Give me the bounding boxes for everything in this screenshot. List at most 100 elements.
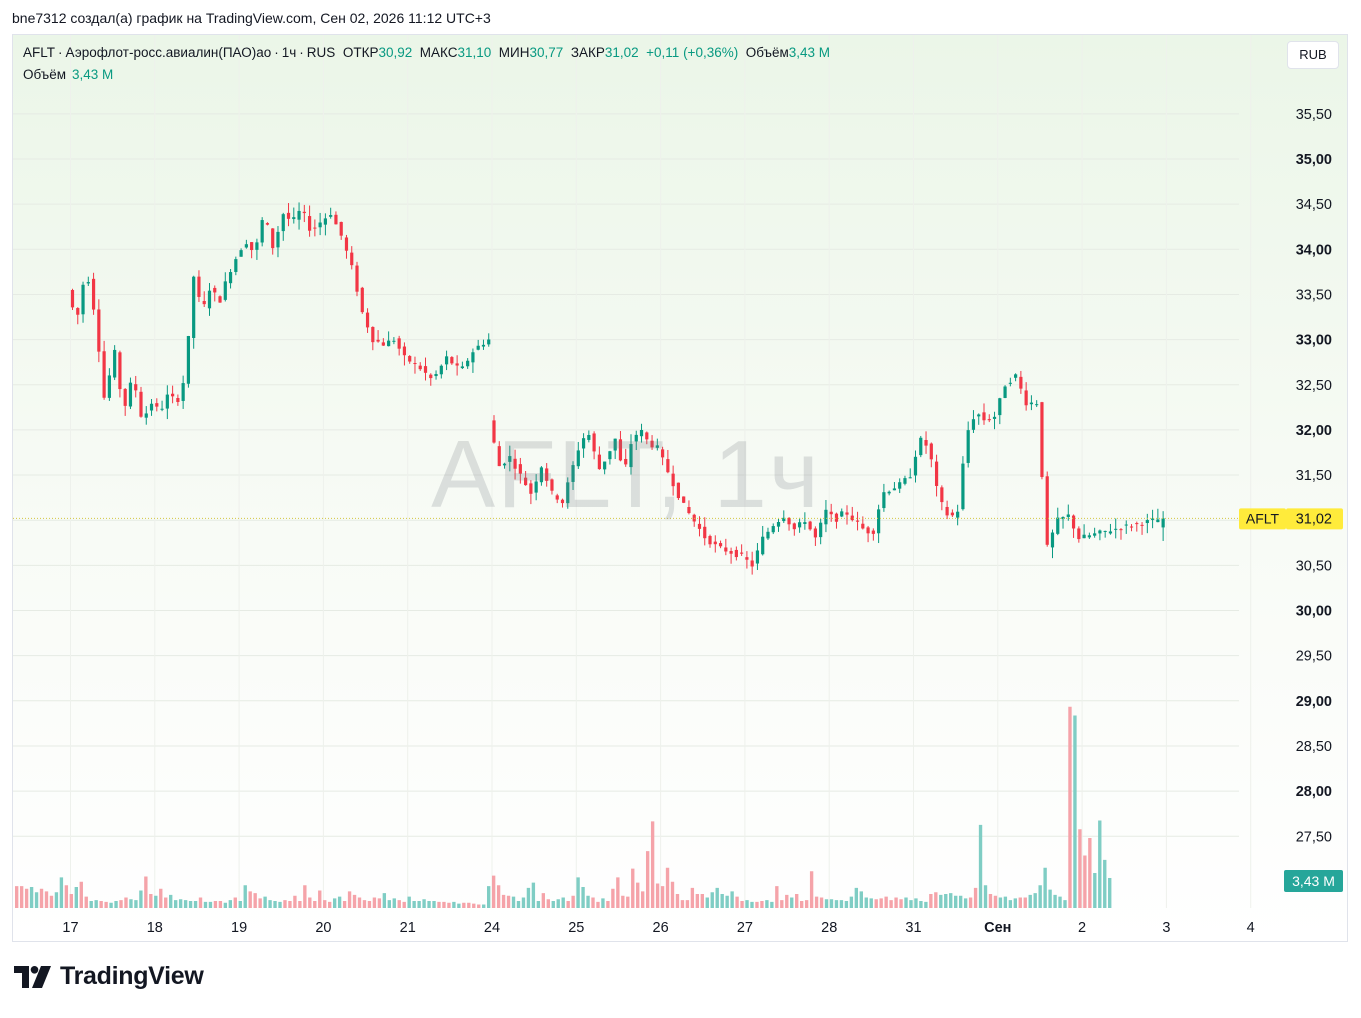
- volume-bar: [621, 895, 625, 908]
- candle-body: [992, 416, 997, 419]
- volume-bar: [814, 896, 819, 908]
- candle-body: [376, 339, 380, 342]
- legend-open-value: 30,92: [378, 45, 413, 60]
- volume-bar: [944, 894, 948, 908]
- candle-body: [371, 326, 375, 343]
- volume-bar: [889, 900, 893, 908]
- candle-body: [1050, 532, 1055, 548]
- candle-body: [1156, 519, 1160, 523]
- candle-body: [639, 429, 644, 437]
- candle-body: [244, 244, 248, 248]
- volume-bar: [477, 904, 481, 908]
- price-axis-label: 33,50: [1296, 287, 1332, 303]
- tradingview-logo[interactable]: TradingView: [14, 962, 204, 991]
- volume-bar: [884, 896, 888, 908]
- volume-bar: [675, 894, 680, 908]
- candle-body: [281, 214, 285, 232]
- volume-bar: [129, 899, 133, 908]
- volume-bar: [1068, 706, 1072, 908]
- volume-bar: [670, 881, 675, 908]
- volume-bar: [819, 897, 824, 908]
- volume-bar: [328, 901, 332, 908]
- candle-body: [329, 215, 333, 217]
- volume-bar: [482, 904, 486, 908]
- candle-body: [850, 515, 854, 521]
- candle-body: [460, 366, 464, 369]
- volume-bar: [124, 897, 128, 908]
- volume-bar: [1038, 885, 1042, 908]
- candle-body: [771, 526, 775, 533]
- volume-bar: [372, 897, 377, 908]
- volume-bar: [273, 901, 277, 908]
- volume-bar: [193, 901, 198, 908]
- candle-body: [961, 463, 965, 510]
- candle-body: [892, 488, 897, 491]
- volume-bar: [402, 901, 406, 908]
- candle-body: [497, 446, 501, 467]
- candle-body: [555, 495, 559, 500]
- candle-body: [387, 340, 391, 347]
- candle-body: [113, 349, 117, 378]
- legend-low-value: 30,77: [529, 45, 564, 60]
- candle-body: [1098, 530, 1102, 534]
- volume-bar: [59, 877, 64, 908]
- candle-body: [1124, 524, 1128, 526]
- volume-bar: [352, 894, 357, 908]
- volume-bar: [894, 897, 898, 908]
- volume-bar: [243, 885, 247, 908]
- price-axis-label: 29,00: [1296, 694, 1332, 710]
- volume-bar: [929, 894, 933, 908]
- volume-bar: [159, 888, 163, 908]
- legend-close-value: 31,02: [604, 45, 639, 60]
- volume-bar: [1108, 877, 1112, 908]
- volume-bar: [472, 903, 476, 908]
- candle-body: [855, 520, 860, 522]
- candle-body: [318, 222, 322, 228]
- price-axis-label: 34,00: [1296, 242, 1332, 258]
- volume-bar: [909, 900, 913, 908]
- legend-volume-value: 3,43 M: [788, 45, 831, 60]
- axes: 35,50 35,00 34,50 34,00 33,50 33,00 32,50 32,00…: [13, 107, 1343, 936]
- candle-body: [560, 499, 565, 504]
- volume-bar: [183, 900, 188, 908]
- volume-bar: [998, 897, 1003, 908]
- volume-bar: [342, 901, 347, 908]
- volume-bar: [954, 895, 958, 908]
- candle-body: [845, 512, 849, 515]
- volume-bar: [213, 901, 218, 908]
- candle-body: [487, 339, 491, 345]
- candle-body: [381, 342, 385, 346]
- volume-bar: [1063, 900, 1067, 908]
- volume-bar: [149, 894, 153, 908]
- volume-bar: [208, 901, 213, 908]
- last-price-symbol: AFLT: [1246, 510, 1280, 526]
- volume-bar: [1088, 838, 1092, 908]
- candle-body: [339, 221, 343, 236]
- candle-body: [618, 439, 623, 461]
- volume-bar: [804, 900, 809, 908]
- candle-body: [650, 440, 654, 448]
- time-axis-label: Сен: [984, 920, 1011, 936]
- candle-body: [840, 511, 844, 517]
- candle-body: [228, 272, 233, 284]
- legend-symbol[interactable]: AFLT: [23, 45, 56, 60]
- volume-legend-value: 3,43 M: [72, 67, 114, 82]
- volume-bar: [641, 891, 645, 908]
- candle-body: [292, 217, 296, 220]
- volume-bar: [29, 887, 34, 908]
- candle-body: [676, 482, 681, 499]
- volume-bar: [49, 895, 54, 908]
- candle-body: [529, 483, 533, 494]
- volume-bar: [437, 901, 441, 908]
- volume-bar: [606, 901, 610, 908]
- volume-bar: [710, 892, 714, 908]
- candle-body: [1135, 523, 1139, 525]
- volume-bar: [501, 894, 506, 908]
- volume-bar: [586, 895, 590, 908]
- currency-button[interactable]: RUB: [1287, 41, 1339, 69]
- price-chart[interactable]: 35,50 35,00 34,50 34,00 33,50 33,00 32,50 32,00…: [13, 35, 1348, 942]
- chart-area[interactable]: 35,50 35,00 34,50 34,00 33,50 33,00 32,50 32,00…: [12, 34, 1348, 942]
- candle-body: [492, 420, 496, 443]
- volume-bar: [114, 901, 118, 908]
- volume-bar: [462, 902, 466, 908]
